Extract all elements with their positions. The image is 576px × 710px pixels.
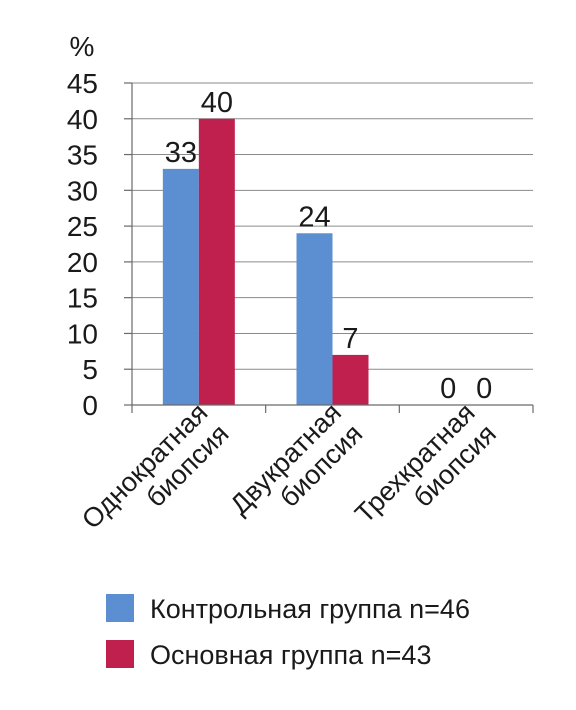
y-tick-label: 15: [67, 283, 98, 314]
data-label: 0: [440, 373, 456, 405]
data-label: 0: [476, 373, 492, 405]
legend-label: Основная группа n=43: [150, 640, 431, 670]
legend: Контрольная группа n=46 Основная группа n…: [106, 594, 470, 670]
y-tick-label: 20: [67, 247, 98, 278]
legend-swatch: [106, 594, 134, 622]
y-axis: % 0 5 10 15 20 25 30 35 40 45: [67, 31, 133, 421]
data-label: 7: [342, 323, 358, 355]
y-axis-label: %: [70, 31, 95, 62]
bar: [332, 354, 369, 405]
data-label: 24: [298, 201, 330, 233]
y-tick-label: 10: [67, 318, 98, 349]
bar: [198, 118, 235, 406]
category-labels: ОднократнаябиопсияДвукратнаябиопсияТрехк…: [76, 397, 502, 534]
y-tick-label: 25: [67, 211, 98, 242]
bar: [162, 168, 199, 405]
bar: [296, 233, 333, 405]
bars: [162, 118, 369, 406]
data-label: 40: [201, 87, 233, 119]
data-label: 33: [165, 137, 197, 169]
y-tick-label: 5: [82, 354, 98, 385]
x-axis: [131, 404, 534, 413]
legend-swatch: [106, 640, 134, 668]
y-tick-label: 0: [82, 390, 98, 421]
y-tick-label: 35: [67, 140, 98, 171]
legend-label: Контрольная группа n=46: [150, 594, 470, 624]
y-tick-label: 40: [67, 104, 98, 135]
y-tick-label: 30: [67, 175, 98, 206]
y-tick-label: 45: [67, 68, 98, 99]
